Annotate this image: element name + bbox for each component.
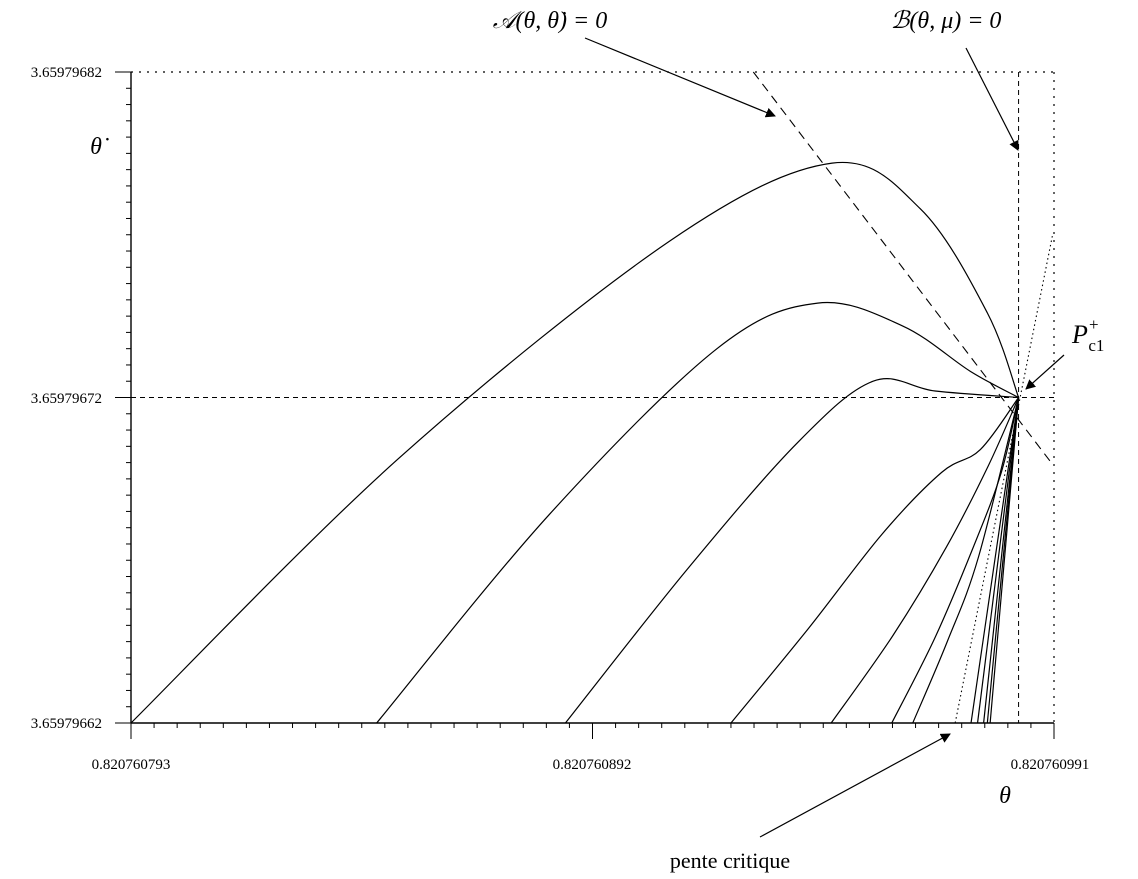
- arrow-critical-slope: [759, 733, 951, 838]
- critical-point-label-main: P: [1071, 320, 1088, 349]
- critical-slope-dotted: [954, 234, 1054, 724]
- trajectory-curve-4: [730, 397, 1020, 724]
- annotation-B: ℬ(θ, μ) = 0: [891, 8, 1002, 34]
- y-tick-label-2: 3.65979672: [31, 391, 102, 407]
- trajectory-curve-10: [983, 397, 1020, 724]
- y-axis-label: θ̇: [90, 134, 109, 160]
- critical-point-label: P+ c1: [1071, 315, 1104, 355]
- annotation-A: 𝒜(θ, θ̇) = 0: [493, 8, 607, 34]
- x-tick-label-2: 0.820760892: [553, 757, 632, 773]
- trajectory-curve-7: [912, 397, 1020, 724]
- trajectory-curve-8: [970, 397, 1020, 724]
- axis-ticks: [115, 71, 1055, 739]
- critical-point-label-sup: +: [1088, 315, 1099, 334]
- trajectory-curve-9: [976, 397, 1020, 724]
- y-tick-label-1: 3.65979662: [31, 716, 102, 732]
- trajectory-curve-3: [564, 378, 1019, 724]
- trajectory-curve-6: [891, 397, 1020, 724]
- annotation-critical-slope: pente critique: [670, 848, 790, 873]
- trajectory-curve-5: [830, 397, 1020, 724]
- reference-lines: [131, 71, 1054, 724]
- A-curve-dashed: [752, 71, 1052, 463]
- trajectory-curve-1: [130, 161, 1020, 724]
- arrow-B: [965, 47, 1019, 151]
- arrow-critical-point: [1025, 354, 1065, 390]
- x-tick-label-3: 0.820760991: [1011, 757, 1090, 773]
- x-tick-label-1: 0.820760793: [92, 757, 171, 773]
- critical-point-label-sub: c1: [1088, 336, 1104, 355]
- trajectory-curve-2: [376, 301, 1019, 724]
- x-axis-label: θ: [999, 783, 1011, 809]
- trajectory-curves: [130, 161, 1020, 724]
- trajectory-curve-12: [989, 397, 1020, 724]
- y-tick-label-3: 3.65979682: [31, 65, 102, 81]
- arrow-A: [584, 37, 776, 118]
